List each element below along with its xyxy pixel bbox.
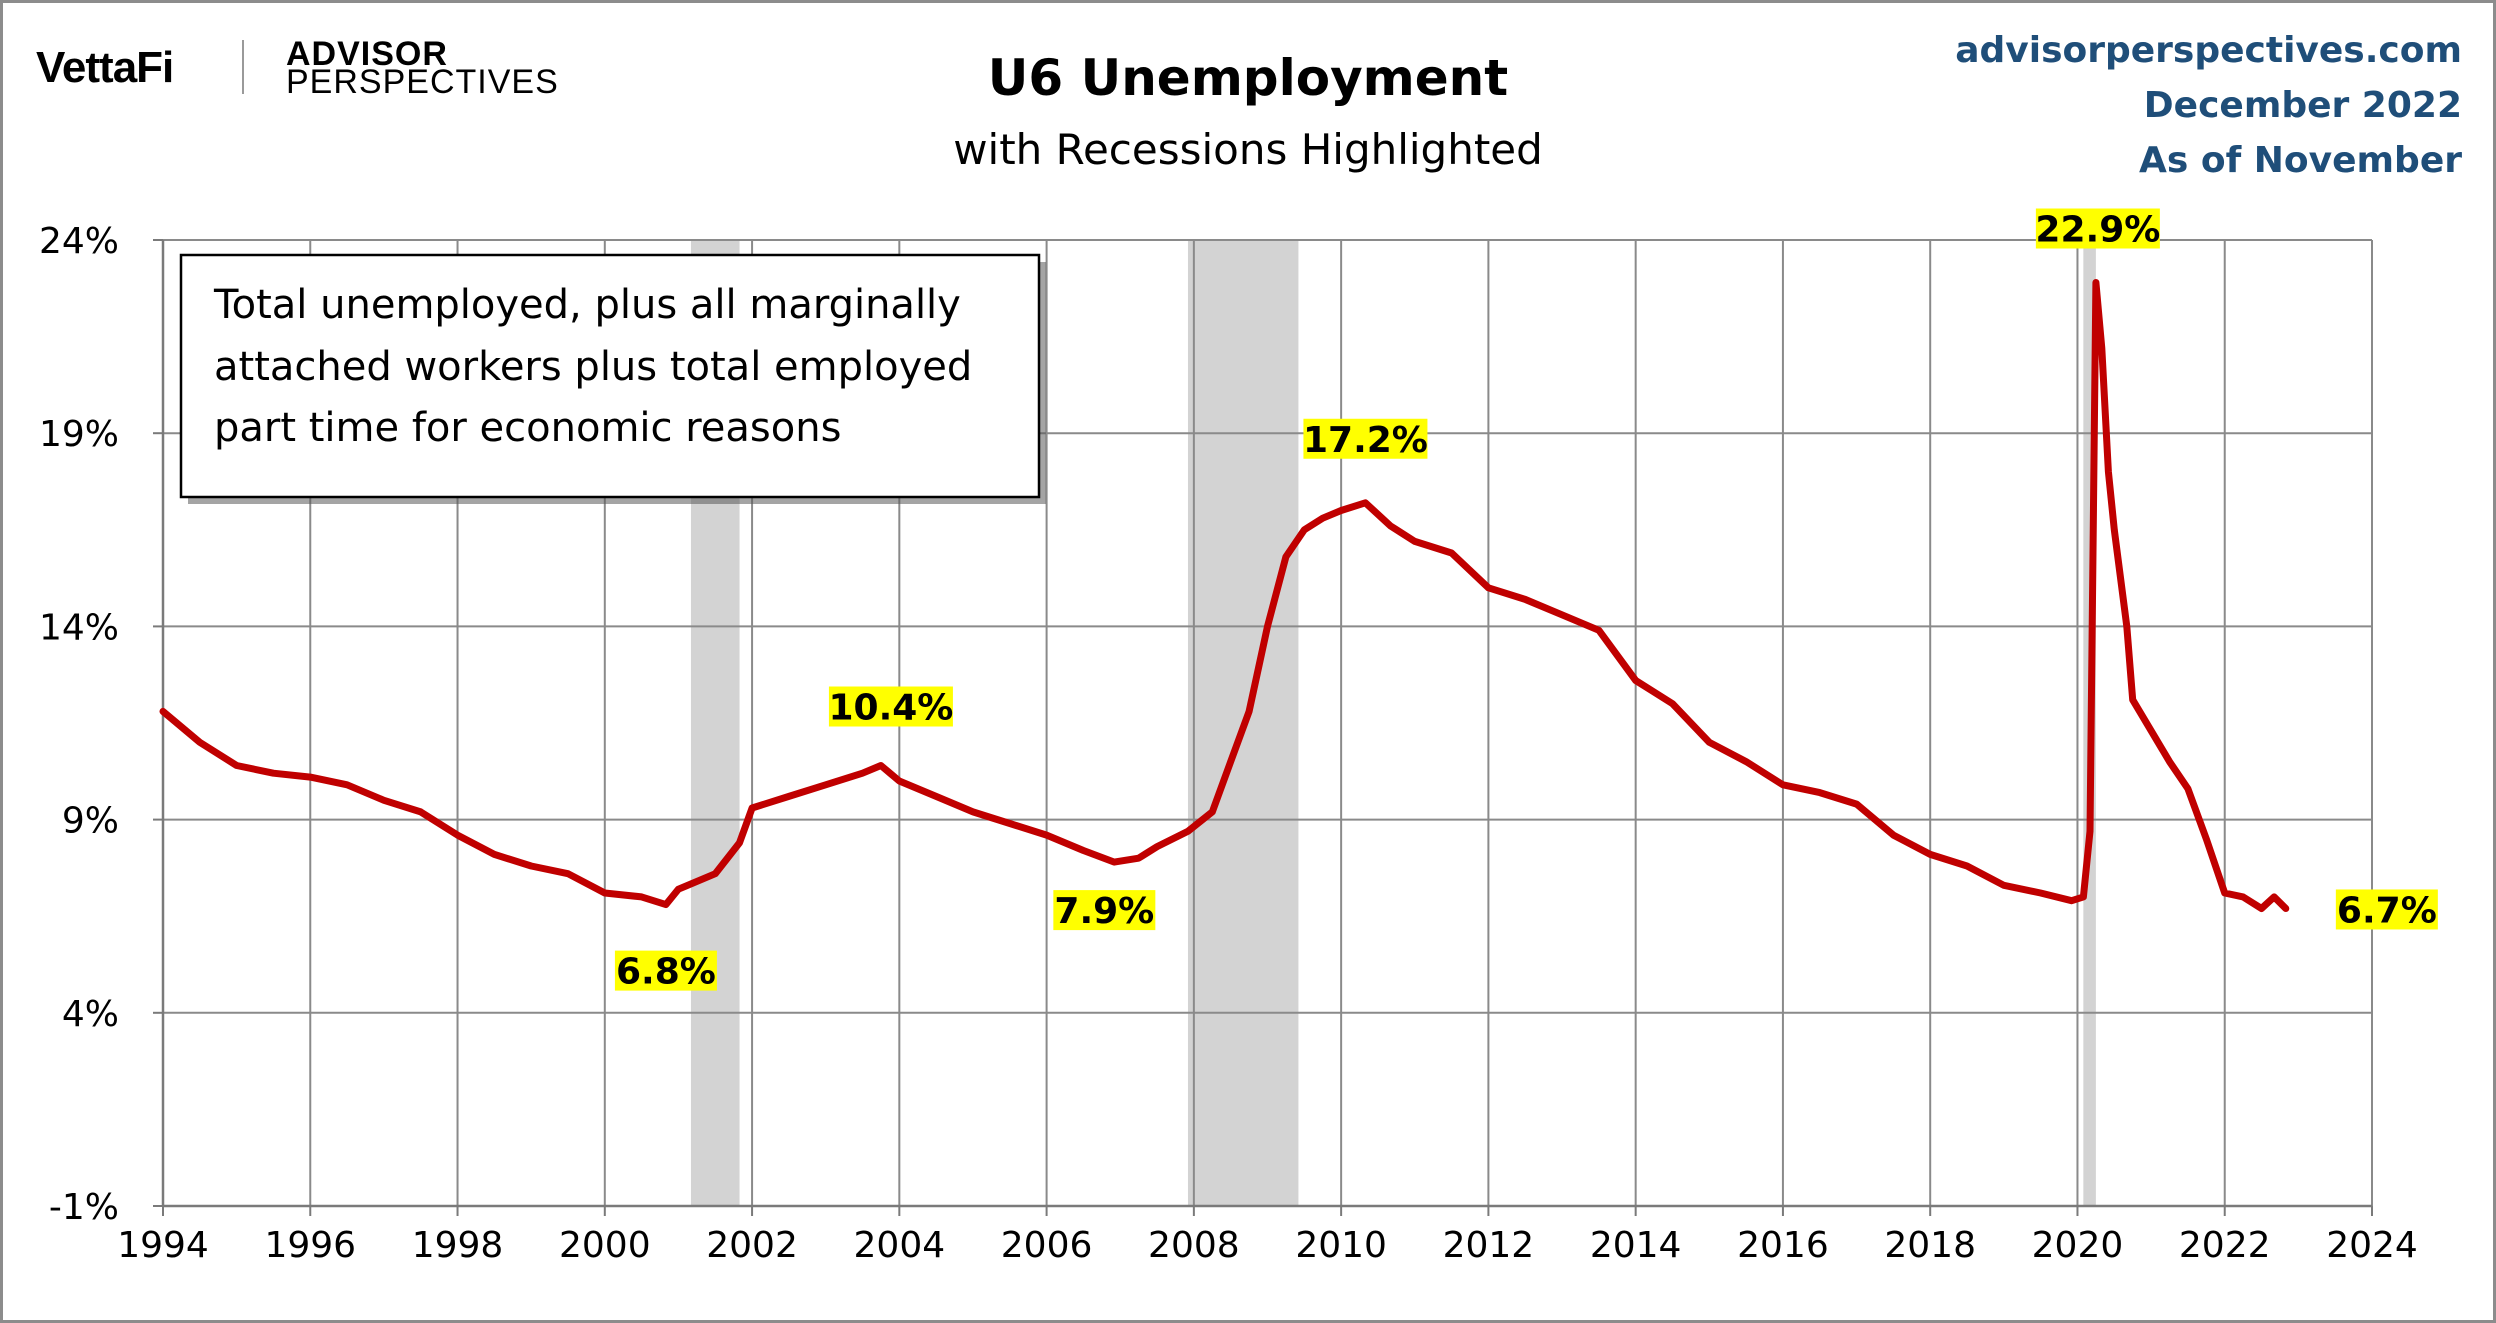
annotation-line-3: part time for economic reasons (214, 405, 841, 451)
annotation-line-2: attached workers plus total employed (214, 344, 972, 390)
data-label: 10.4% (828, 686, 953, 729)
y-tick-label: 9% (62, 801, 119, 842)
x-tick-label: 2012 (1443, 1225, 1535, 1266)
x-tick-label: 2004 (854, 1225, 946, 1266)
x-tick-label: 2008 (1148, 1225, 1240, 1266)
x-tick-label: 1998 (412, 1225, 504, 1266)
x-tick-label: 2016 (1737, 1225, 1829, 1266)
axes: 1994 1996 1998 2000 2002 2004 2006 2008 2010 2012… (39, 221, 2418, 1266)
x-tick-label: 2006 (1001, 1225, 1093, 1266)
data-labels: 6.8% 10.4% 7.9% 17.2% 22.9% 6.7% (614, 208, 2438, 993)
data-label-highlight (614, 950, 717, 991)
x-tick-label: 2024 (2326, 1225, 2418, 1266)
data-label-highlight (828, 686, 953, 727)
y-tick-label: -1% (49, 1187, 119, 1228)
x-tick-label: 2002 (706, 1225, 798, 1266)
site-url: advisorperspectives.com (1955, 30, 2462, 71)
series-line-layer (159, 279, 2290, 912)
data-label-highlight (2035, 208, 2160, 249)
x-tick-label: 1994 (117, 1225, 209, 1266)
data-label: 17.2% (1303, 418, 1428, 461)
x-tick-label: 2020 (2032, 1225, 2124, 1266)
x-tick-label: 2022 (2179, 1225, 2271, 1266)
x-tick-label: 2000 (559, 1225, 651, 1266)
data-label-text: 6.7% (2337, 890, 2437, 931)
logo-advisor-text: ADVISOR (286, 35, 448, 73)
data-label-highlight (1053, 890, 1156, 931)
as-of-date: As of November (2139, 140, 2462, 181)
annotation-frame (179, 253, 1041, 499)
y-tick-label: 4% (62, 994, 119, 1035)
logo-perspectives-text: PERSPECTIVES (286, 63, 559, 101)
y-tick-label: 14% (39, 607, 119, 648)
x-tick-label: 2018 (1884, 1225, 1976, 1266)
data-label-text: 7.9% (1054, 891, 1154, 932)
annotation-box: Total unemployed, plus all marginally at… (179, 253, 1046, 504)
data-label-text: 10.4% (828, 688, 953, 729)
data-label-text: 17.2% (1303, 420, 1428, 461)
x-tick-label: 2014 (1590, 1225, 1682, 1266)
x-tick-label: 2010 (1295, 1225, 1387, 1266)
y-tick-label: 24% (39, 221, 119, 262)
data-label-highlight (2335, 889, 2438, 930)
data-label: 6.7% (2335, 889, 2438, 931)
data-label-text: 6.8% (616, 952, 716, 993)
report-date: December 2022 (2144, 85, 2462, 126)
vettafi-logo: VettaFi (36, 43, 174, 92)
x-tick-label: 1996 (264, 1225, 356, 1266)
chart-subtitle: with Recessions Highlighted (953, 125, 1543, 174)
u6-series-line (159, 279, 2290, 912)
vettafi-wordmark: VettaFi (36, 43, 173, 92)
advisor-perspectives-logo: ADVISOR PERSPECTIVES (286, 35, 559, 101)
y-tick-label: 19% (39, 414, 119, 455)
data-label: 6.8% (614, 950, 717, 993)
data-label-text: 22.9% (2035, 210, 2160, 251)
annotation-line-1: Total unemployed, plus all marginally (213, 282, 961, 328)
gridlines (162, 239, 2373, 1207)
chart-title: U6 Unemployment (988, 49, 1508, 107)
data-label: 22.9% (2035, 208, 2160, 251)
data-label: 7.9% (1053, 890, 1156, 932)
data-label-highlight (1303, 418, 1428, 459)
